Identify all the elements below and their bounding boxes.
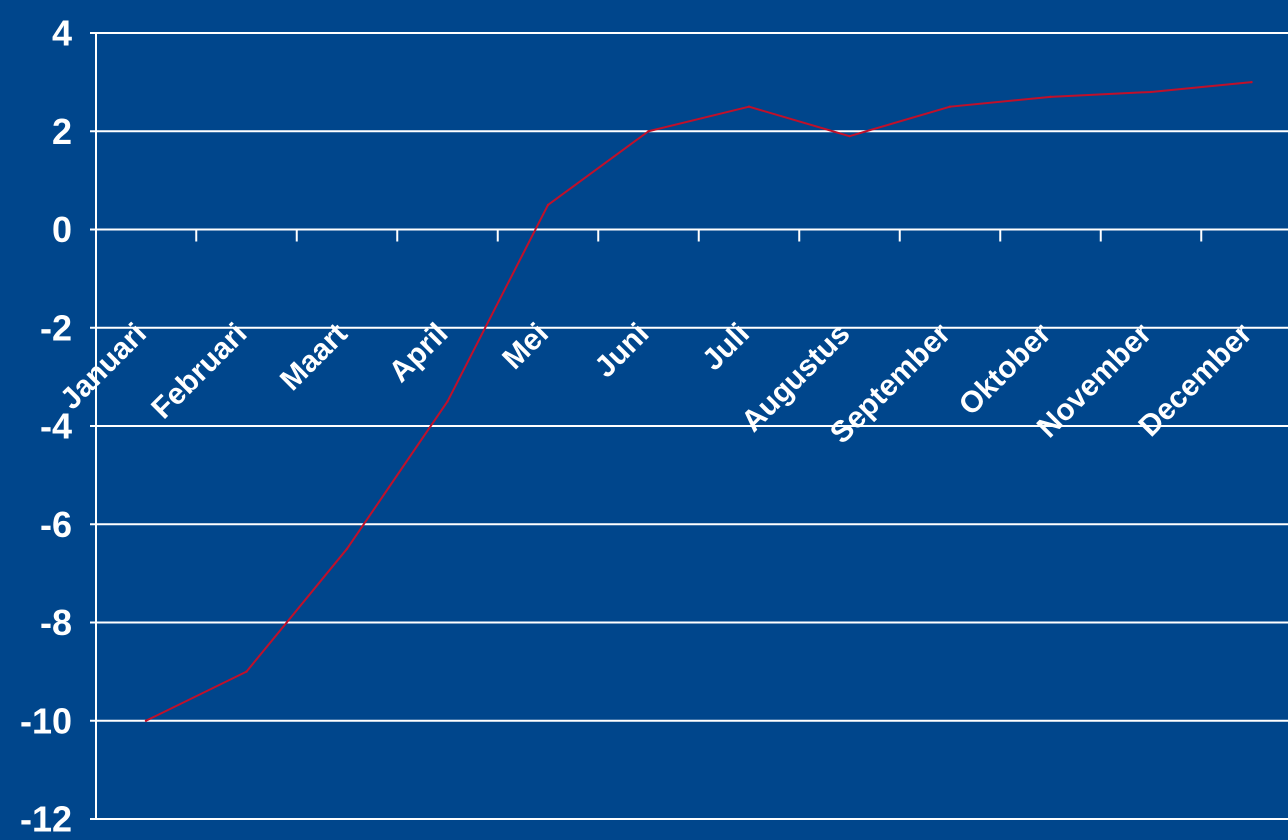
data-point — [1049, 95, 1052, 99]
data-point — [1250, 80, 1253, 84]
y-tick-label: 4 — [52, 13, 72, 54]
series-lines — [144, 80, 1253, 722]
y-tick-label: 2 — [52, 111, 72, 152]
data-point — [747, 105, 751, 108]
y-tick-label: -4 — [40, 406, 72, 447]
y-tick-label: -8 — [40, 602, 72, 643]
data-point — [948, 105, 952, 108]
y-tick-label: -12 — [20, 799, 72, 840]
data-point — [848, 134, 851, 138]
y-tick-label: -6 — [40, 504, 72, 545]
y-tick-label: 0 — [52, 209, 72, 250]
data-point — [144, 719, 148, 722]
data-point — [647, 130, 650, 133]
y-tick-label: -10 — [20, 700, 72, 741]
data-point — [245, 670, 248, 673]
y-tick-label: -2 — [40, 307, 72, 348]
series-line — [145, 81, 1252, 722]
data-point — [446, 400, 449, 403]
data-point — [345, 547, 349, 551]
y-tick-labels: 4 2 0 -2 -4 -6 -8 -10 -12 — [20, 13, 72, 840]
data-point — [1149, 90, 1153, 94]
axes — [95, 33, 1288, 819]
data-point — [546, 203, 550, 207]
